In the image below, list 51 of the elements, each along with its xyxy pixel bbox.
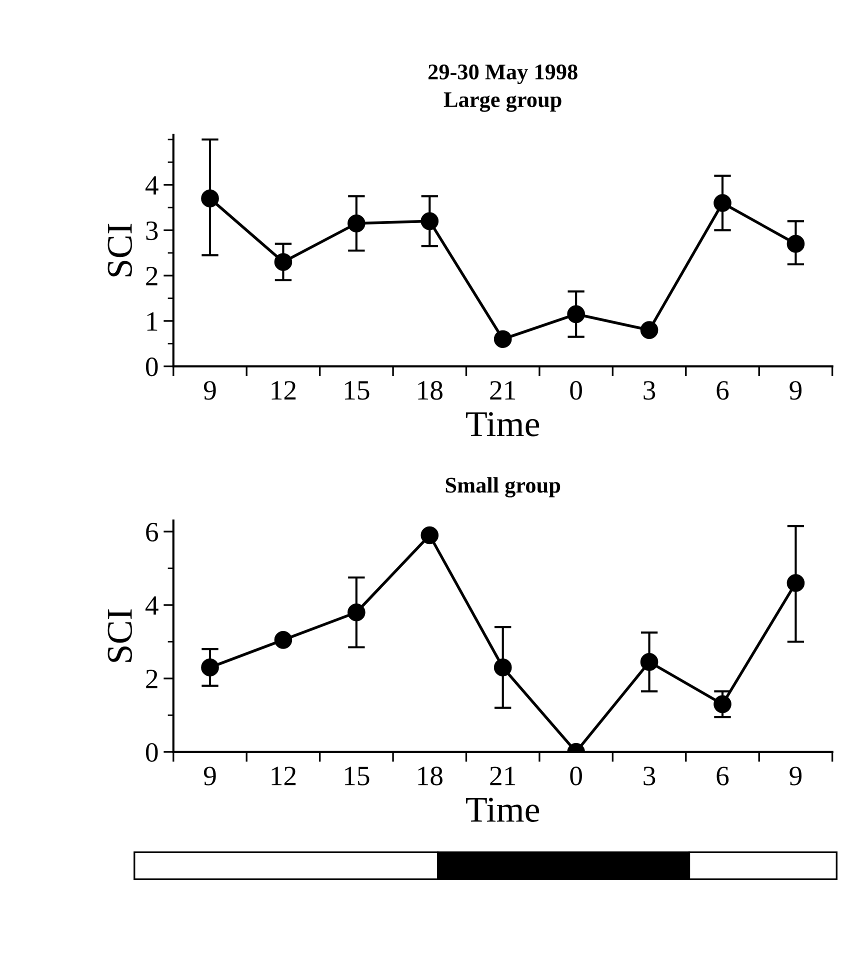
point xyxy=(274,631,292,649)
point xyxy=(494,330,512,348)
y-tick-label: 3 xyxy=(146,221,158,240)
x-tick-label: 3 xyxy=(644,766,656,786)
x-tick-label: 12 xyxy=(272,381,296,400)
y-tick-label: 2 xyxy=(146,266,158,286)
x-tick-label: 9 xyxy=(790,766,802,786)
point xyxy=(494,658,512,676)
y-tick-label: 0 xyxy=(146,743,158,762)
y-axis-title: SCI xyxy=(108,224,132,276)
x-tick-label: 3 xyxy=(644,381,656,400)
y-tick-label: 4 xyxy=(145,596,158,615)
point xyxy=(786,234,805,253)
chart-title: 29-30 May 1998 xyxy=(428,64,578,84)
x-tick-label: 9 xyxy=(790,381,802,400)
point xyxy=(714,194,732,212)
x-tick-label: 0 xyxy=(570,381,582,400)
x-tick-label: 18 xyxy=(418,381,442,400)
point xyxy=(201,190,219,208)
point xyxy=(274,253,292,271)
x-tick-label: 18 xyxy=(418,766,442,786)
point xyxy=(567,305,585,324)
chart-title: Small group xyxy=(446,477,560,498)
chart-subtitle: Large group xyxy=(444,92,562,112)
x-tick-label: 9 xyxy=(204,766,216,786)
point xyxy=(640,321,658,339)
point xyxy=(640,653,658,671)
point xyxy=(786,574,805,592)
x-tick-label: 0 xyxy=(570,766,582,786)
x-tick-label: 15 xyxy=(344,381,370,400)
x-tick-label: 21 xyxy=(490,766,516,786)
y-tick-label: 1 xyxy=(147,312,158,331)
point xyxy=(714,695,732,714)
point xyxy=(420,526,439,544)
x-tick-label: 9 xyxy=(204,381,216,400)
point xyxy=(348,214,366,232)
x-tick-label: 21 xyxy=(490,381,516,400)
x-tick-label: 15 xyxy=(344,766,370,786)
x-axis-title: Time xyxy=(466,798,540,822)
x-tick-label: 6 xyxy=(716,381,729,400)
x-tick-label: 6 xyxy=(716,766,729,786)
y-tick-label: 2 xyxy=(146,670,158,688)
point xyxy=(201,658,219,676)
y-tick-label: 6 xyxy=(146,522,158,542)
y-tick-label: 0 xyxy=(146,357,158,376)
x-axis-title: Time xyxy=(466,412,540,436)
y-tick-label: 4 xyxy=(145,176,158,194)
point xyxy=(348,603,366,622)
point xyxy=(420,212,439,230)
y-axis-title: SCI xyxy=(108,609,132,662)
x-tick-label: 12 xyxy=(272,766,296,786)
